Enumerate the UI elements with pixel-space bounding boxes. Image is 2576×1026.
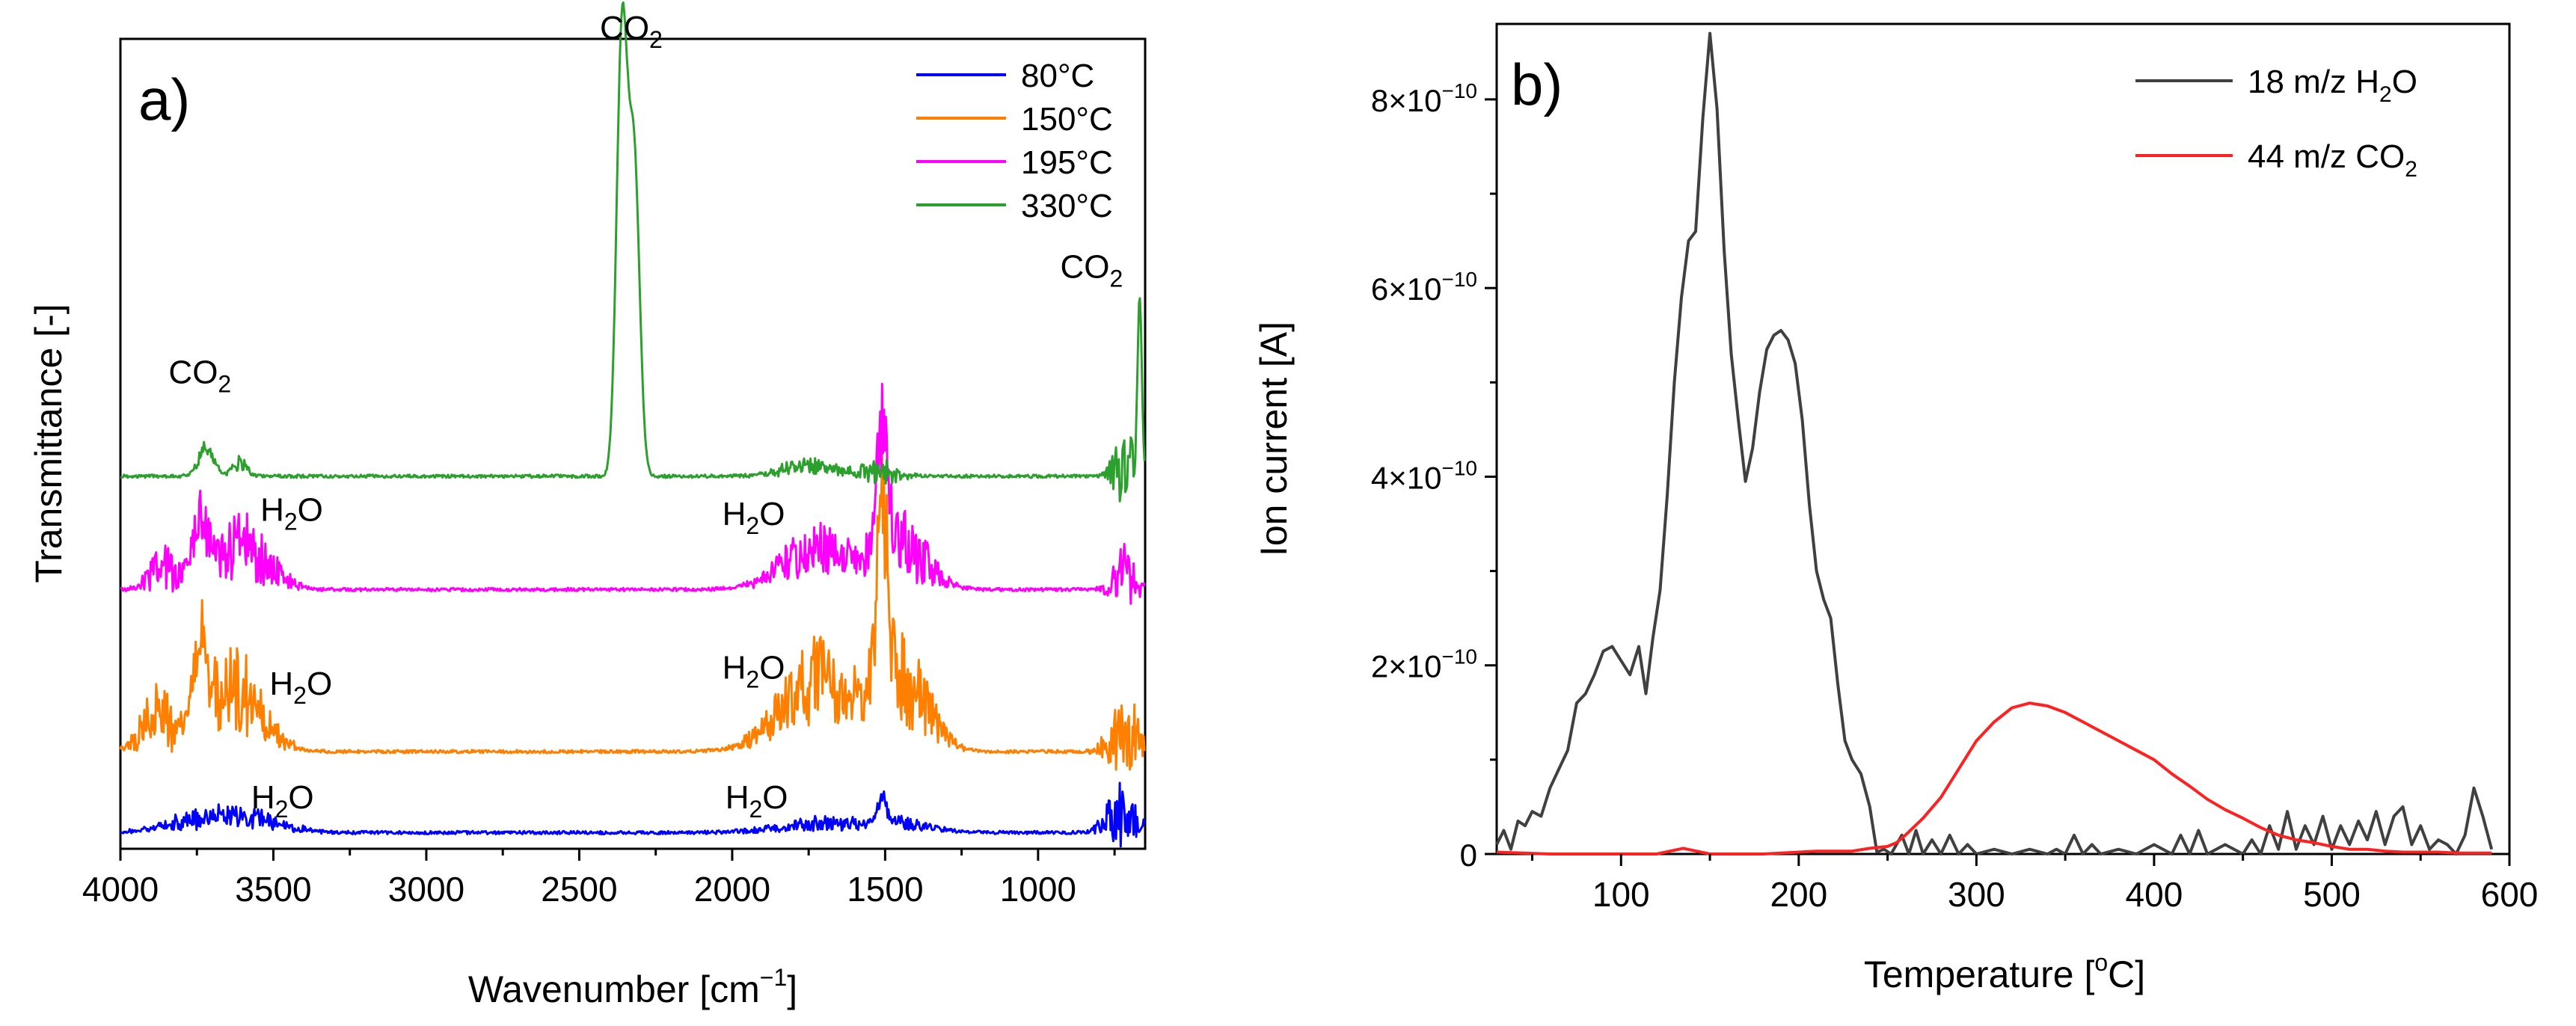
legend-label-80-c: 80°C [1021, 58, 1094, 94]
x-tick-label-3000: 3000 [388, 870, 464, 909]
legend-label-195-c: 195°C [1021, 144, 1113, 181]
panel-b-label: b) [1511, 52, 1563, 117]
panel-a-annotations: CO2 CO2 CO2 H2O H2O H2O H2O H2O H2O [168, 10, 1123, 823]
y-tick-label-0: 0 [1460, 838, 1477, 873]
y-tick-label-2: 4×10−10 [1371, 456, 1477, 495]
annotation-co2-2: CO2 [1061, 248, 1123, 292]
x-tick-label-500: 500 [2303, 875, 2361, 914]
annotation-co2-1: CO2 [168, 354, 231, 397]
panel-b: b) 100 200 300 400 500 600 0 2×10−10 4×10−10 6×1… [1253, 22, 2539, 995]
legend-label-18-m-z-h2: 18 m/z H2O [2248, 64, 2417, 107]
x-tick-label-400: 400 [2126, 875, 2183, 914]
series-195-c [120, 382, 1146, 605]
panel-a-y-axis-title: Transmittance [-] [28, 304, 70, 583]
annotation-h2o-5: H2O [269, 666, 332, 709]
series-150-c [119, 452, 1146, 771]
series-44-m-z-co2 [1496, 701, 2492, 855]
x-tick-label-300: 300 [1948, 875, 2005, 914]
series-80-c [120, 781, 1146, 848]
panel-a-label: a) [138, 67, 190, 132]
panel-b-series [1495, 31, 2494, 855]
x-tick-label-2000: 2000 [694, 870, 770, 909]
x-tick-label-4000: 4000 [82, 870, 159, 909]
panel-b-frame [1495, 22, 2511, 855]
annotation-h2o-6: H2O [723, 650, 785, 693]
x-tick-label-600: 600 [2481, 875, 2539, 914]
x-tick-label-1500: 1500 [847, 870, 923, 909]
x-tick-label-100: 100 [1592, 875, 1650, 914]
series-330-c [120, 1, 1146, 503]
x-tick-label-2500: 2500 [541, 870, 617, 909]
panel-a-frame [119, 37, 1147, 850]
series-18-m-z-h2o [1495, 31, 2494, 855]
x-tick-label-200: 200 [1770, 875, 1827, 914]
panel-b-legend: 18 m/z H2O 44 m/z CO2 [2135, 64, 2417, 182]
panel-a-x-ticks: 4000 3500 3000 2500 2000 1500 1000 [82, 849, 1116, 909]
annotation-h2o-3: H2O [260, 491, 323, 535]
legend-label-330-c: 330°C [1021, 188, 1113, 224]
panel-a: a) 4000 3500 3000 2500 2000 1500 1000 CO2CO2CO… [28, 1, 1147, 1010]
annotation-h2o-4: H2O [723, 496, 785, 539]
y-tick-label-1: 2×10−10 [1371, 645, 1477, 684]
panel-a-x-axis-title: Wavenumber [cm−1] [468, 964, 797, 1010]
legend-label-44-m-z-co2: 44 m/z CO2 [2248, 138, 2417, 182]
x-tick-label-1000: 1000 [1000, 870, 1076, 909]
panel-a-legend: 80°C 150°C 195°C 330°C [916, 58, 1113, 224]
panel-a-series [119, 1, 1146, 848]
annotation-h2o-8: H2O [726, 779, 788, 823]
panel-b-x-axis-title: Temperature [oC] [1864, 949, 2145, 995]
annotation-h2o-7: H2O [251, 779, 314, 823]
y-tick-label-3: 6×10−10 [1371, 268, 1477, 307]
legend-label-150-c: 150°C [1021, 101, 1113, 138]
panel-b-x-ticks: 100 200 300 400 500 600 [1531, 854, 2539, 914]
x-tick-label-3500: 3500 [235, 870, 311, 909]
y-tick-label-4: 8×10−10 [1371, 79, 1477, 118]
annotation-co2-0: CO2 [600, 10, 663, 53]
panel-b-y-axis-title: Ion current [A] [1253, 322, 1295, 556]
panel-b-y-ticks: 0 2×10−10 4×10−10 6×10−10 8×10−10 [1371, 79, 1497, 873]
